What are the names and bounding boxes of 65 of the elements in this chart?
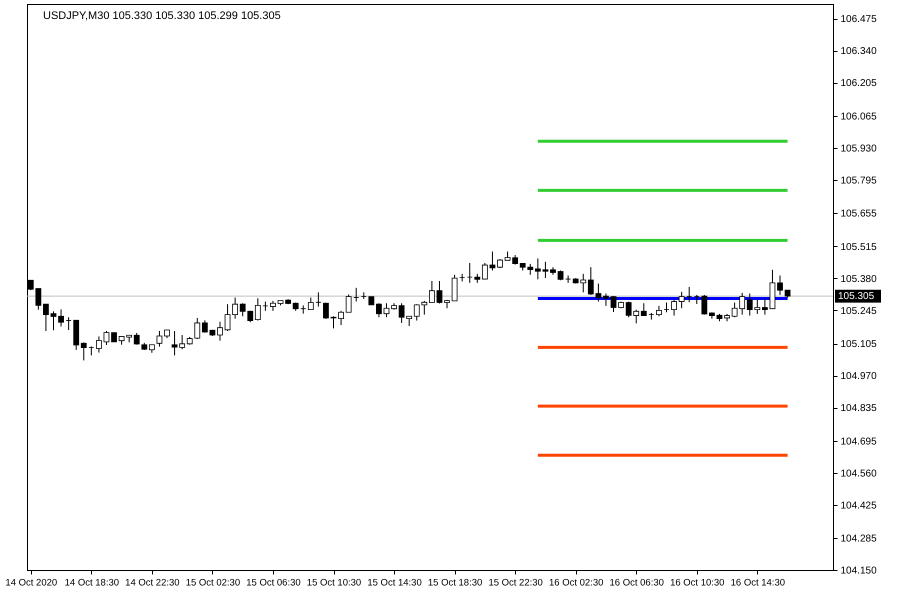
x-tick-label: 14 Oct 18:30 bbox=[64, 578, 120, 588]
y-tick-label: 106.065 bbox=[840, 111, 878, 122]
candlestick bbox=[254, 298, 261, 322]
candlestick bbox=[746, 293, 753, 316]
x-tick-label: 15 Oct 06:30 bbox=[246, 578, 301, 588]
candlestick bbox=[527, 263, 534, 276]
y-tick-label: 104.425 bbox=[840, 500, 878, 512]
candlestick bbox=[656, 305, 662, 317]
candlestick bbox=[466, 262, 473, 284]
candlestick bbox=[580, 273, 586, 293]
x-tick-label: 15 Oct 02:30 bbox=[186, 578, 240, 588]
y-tick-label: 105.655 bbox=[840, 208, 878, 220]
y-tick-label: 106.475 bbox=[840, 14, 878, 26]
y-tick-label: 105.795 bbox=[840, 175, 878, 186]
x-tick-label: 16 Oct 06:30 bbox=[610, 578, 664, 588]
candlestick bbox=[686, 286, 692, 303]
candlestick bbox=[421, 300, 428, 316]
x-tick-label: 14 Oct 2020 bbox=[5, 578, 58, 588]
y-tick-label: 104.285 bbox=[840, 533, 878, 544]
candlestick bbox=[240, 302, 246, 317]
candlestick bbox=[353, 287, 360, 302]
y-tick-label: 105.105 bbox=[840, 339, 878, 350]
y-tick-label: 106.340 bbox=[840, 46, 878, 58]
candlestick bbox=[202, 320, 208, 334]
candlestick bbox=[315, 292, 322, 308]
candlestick bbox=[664, 302, 670, 313]
x-tick-label: 15 Oct 10:30 bbox=[306, 578, 362, 588]
y-tick-label: 104.150 bbox=[840, 566, 878, 576]
x-tick-label: 16 Oct 10:30 bbox=[670, 578, 724, 588]
y-tick-label: 104.970 bbox=[840, 371, 878, 382]
candlestick bbox=[414, 304, 420, 322]
x-tick-label: 15 Oct 14:30 bbox=[367, 578, 422, 588]
candlestick bbox=[194, 317, 200, 340]
candlestick bbox=[626, 301, 632, 318]
y-tick-label: 105.515 bbox=[840, 242, 878, 253]
y-tick-label: 104.560 bbox=[840, 468, 878, 480]
text: USDJPY,M30 105.330 105.330 105.299 105.305 bbox=[43, 10, 281, 22]
y-tick-label: 104.695 bbox=[840, 436, 878, 448]
candlestick bbox=[534, 258, 541, 280]
candlestick bbox=[694, 294, 700, 304]
candlestick bbox=[66, 316, 72, 331]
x-tick-label: 16 Oct 14:30 bbox=[730, 578, 786, 588]
x-tick-label: 15 Oct 18:30 bbox=[428, 578, 482, 588]
x-tick-label: 14 Oct 22:30 bbox=[125, 578, 180, 588]
candlestick bbox=[88, 346, 94, 356]
candlestick bbox=[300, 304, 306, 314]
y-tick-label: 105.245 bbox=[840, 306, 878, 317]
candlestick bbox=[588, 266, 594, 296]
ref-line-label: 105.305 bbox=[838, 291, 875, 302]
x-tick-label: 16 Oct 02:30 bbox=[548, 578, 604, 588]
x-tick-label: 15 Oct 22:30 bbox=[488, 578, 543, 588]
y-tick-label: 104.835 bbox=[840, 403, 878, 414]
candlestick bbox=[262, 301, 268, 312]
candlestick bbox=[633, 309, 640, 324]
y-tick-label: 106.205 bbox=[840, 78, 878, 90]
candlestick bbox=[640, 302, 647, 316]
candlestick bbox=[406, 316, 412, 327]
y-tick-label: 105.380 bbox=[840, 274, 878, 285]
candlestick bbox=[80, 342, 87, 361]
candlestick bbox=[739, 292, 746, 316]
candlestick bbox=[754, 299, 760, 314]
y-tick-label: 105.930 bbox=[840, 143, 878, 154]
candlestick bbox=[308, 297, 314, 310]
candlestick bbox=[701, 294, 708, 316]
candlestick bbox=[565, 275, 572, 284]
